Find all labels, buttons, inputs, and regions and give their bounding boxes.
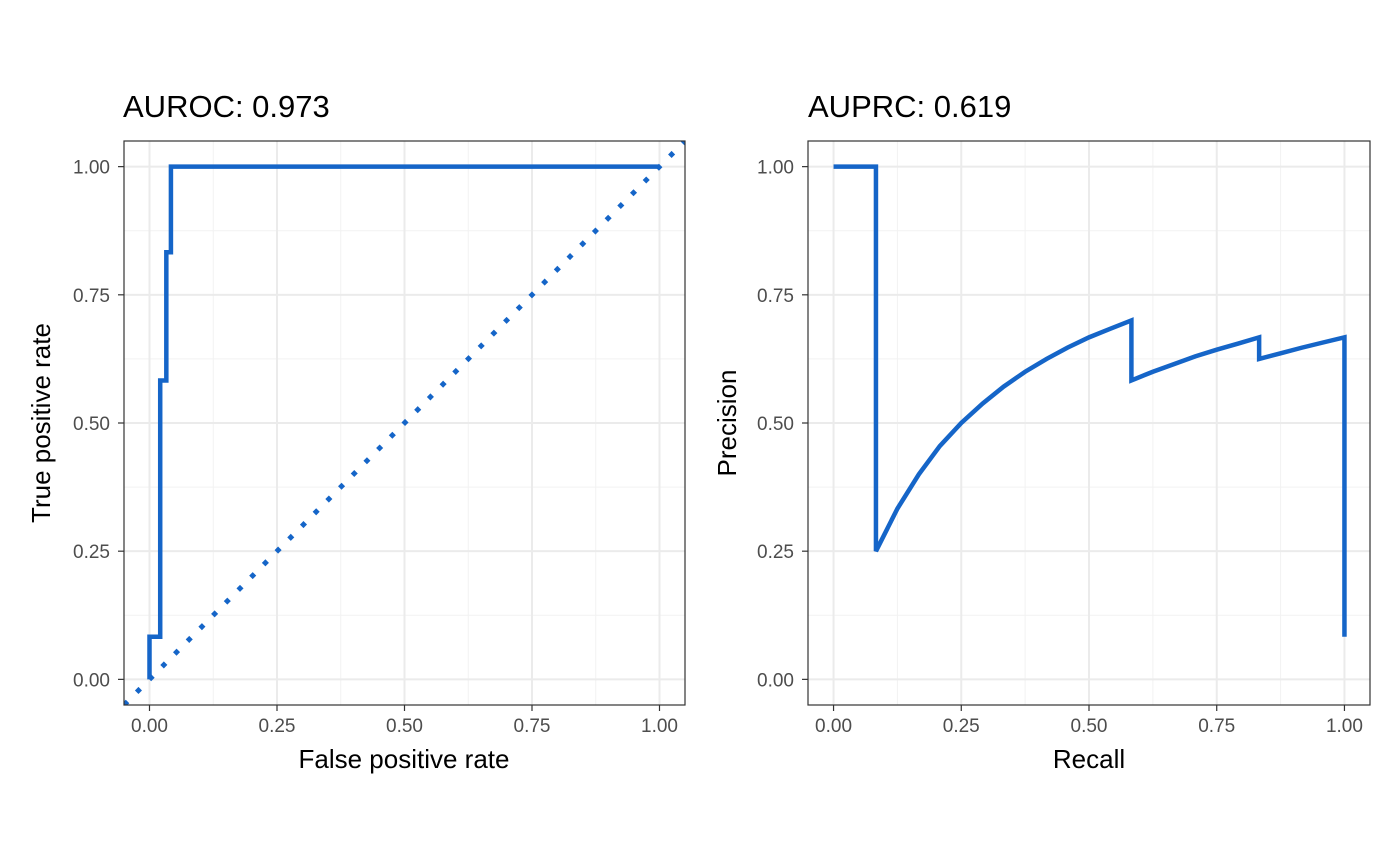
y-tick-label: 0.00 — [757, 670, 794, 691]
chart-title: AUROC: 0.973 — [123, 89, 330, 124]
y-tick-label: 0.25 — [73, 542, 110, 563]
y-axis-title: Precision — [712, 370, 742, 477]
x-tick-label: 0.00 — [131, 716, 168, 737]
y-tick-label: 1.00 — [73, 158, 110, 179]
x-tick-label: 1.00 — [1326, 716, 1363, 737]
plot-area — [833, 164, 1347, 637]
x-tick-label: 0.75 — [514, 716, 551, 737]
x-tick-label: 0.25 — [259, 716, 296, 737]
chart-panel-2: 0.00 0.25 0.50 0.75 1.00 0.00 0.25 0.50 0.75 1.00… — [712, 89, 1371, 774]
x-tick-label: 0.75 — [1198, 716, 1235, 737]
y-tick-label: 1.00 — [757, 158, 794, 179]
y-tick-label: 0.75 — [73, 286, 110, 307]
x-tick-label: 0.50 — [1071, 716, 1108, 737]
plot-area — [124, 141, 685, 705]
chart-panel-1: 0.00 0.25 0.50 0.75 1.00 0.00 0.25 0.50 0.75 1.00… — [26, 89, 686, 774]
x-tick-label: 0.50 — [386, 716, 423, 737]
y-tick-label: 0.00 — [73, 670, 110, 691]
x-tick-label: 1.00 — [641, 716, 678, 737]
y-tick-label: 0.50 — [73, 414, 110, 435]
y-tick-label: 0.50 — [757, 414, 794, 435]
x-tick-label: 0.00 — [815, 716, 852, 737]
y-axis-title: True positive rate — [26, 323, 56, 523]
x-tick-label: 0.25 — [943, 716, 980, 737]
y-tick-label: 0.25 — [757, 542, 794, 563]
pr-curve — [833, 164, 1347, 637]
roc-curve — [147, 164, 660, 680]
diagonal-reference-line — [124, 141, 685, 705]
x-axis-title: False positive rate — [299, 744, 510, 774]
x-axis-title: Recall — [1053, 744, 1125, 774]
y-tick-label: 0.75 — [757, 286, 794, 307]
chart-title: AUPRC: 0.619 — [808, 89, 1011, 124]
